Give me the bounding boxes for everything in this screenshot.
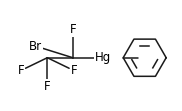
Text: F: F	[70, 23, 76, 36]
Text: Br: Br	[29, 40, 42, 53]
Text: F: F	[44, 80, 51, 93]
Text: F: F	[70, 64, 77, 77]
Text: Hg: Hg	[95, 51, 111, 64]
Text: F: F	[18, 64, 24, 77]
